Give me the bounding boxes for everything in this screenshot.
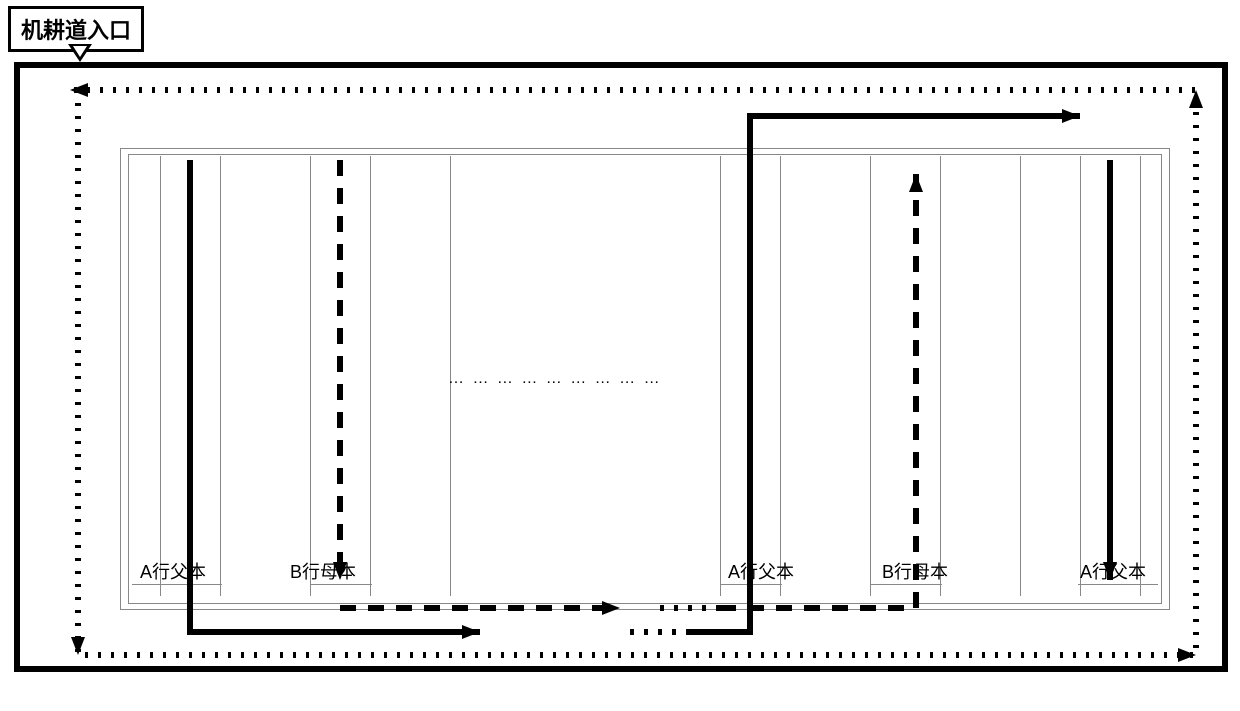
path-layer	[0, 0, 1240, 711]
diagram-canvas: 机耕道入口 A行父本B行母本A行父本B行母本A行父本 … … … … … … ……	[0, 0, 1240, 711]
